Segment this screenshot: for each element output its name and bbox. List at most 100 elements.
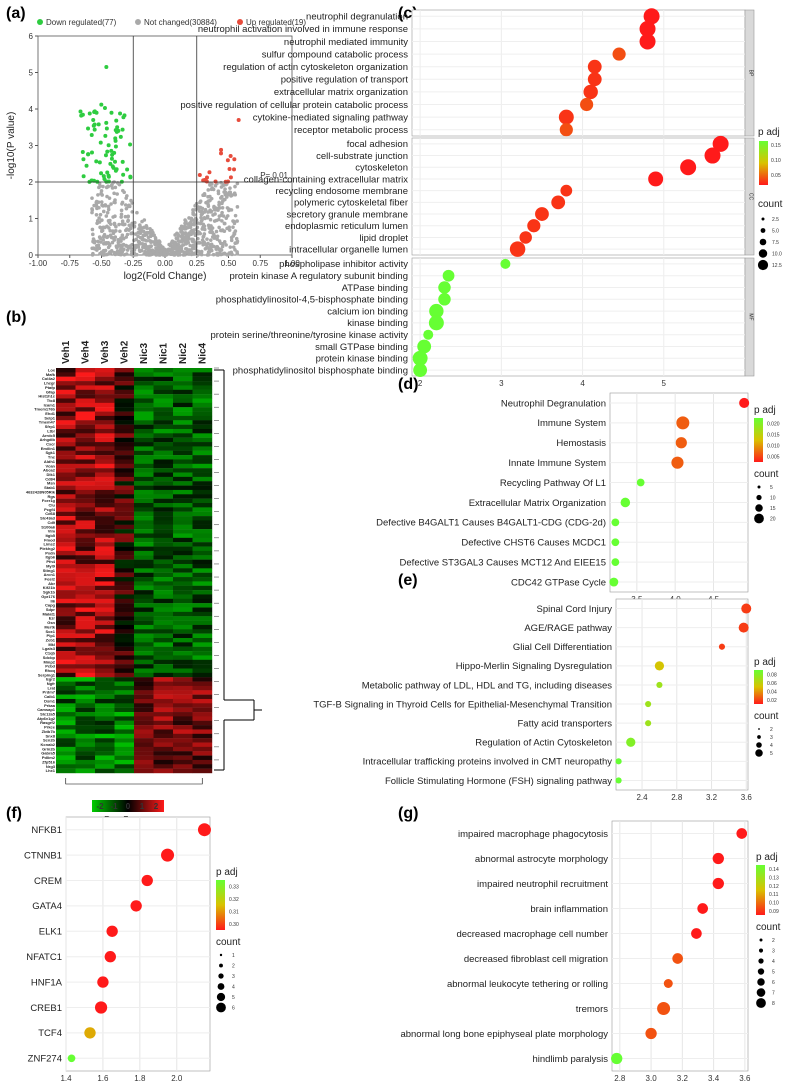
legend-padj-tick: 0.09: [769, 909, 779, 915]
point-down: [97, 160, 102, 165]
point-not-changed: [191, 237, 195, 242]
heatmap-cell: [153, 729, 174, 735]
legend-padj-tick: 0.11: [769, 892, 779, 898]
point-down: [94, 159, 99, 164]
heatmap-cell: [95, 485, 115, 491]
heatmap-cell: [173, 690, 193, 695]
heatmap-row-label: Lox: [48, 367, 56, 372]
heatmap-cell: [134, 433, 154, 438]
point-down: [113, 168, 118, 173]
point-not-changed: [201, 235, 206, 239]
heatmap-cell: [192, 503, 213, 508]
heatmap-cell: [153, 398, 174, 404]
heatmap-row-label: Grin2b: [42, 746, 55, 751]
dot: [423, 329, 434, 340]
point-down: [105, 170, 110, 175]
point-not-changed: [96, 193, 100, 197]
heatmap-row-label: Zbtb7b: [42, 729, 56, 734]
point-not-changed: [97, 185, 101, 190]
heatmap-cell: [134, 472, 154, 478]
heatmap-row-label: Il6: [51, 598, 56, 603]
heatmap-cell: [75, 389, 96, 395]
legend-count-tick: 10.0: [772, 252, 782, 258]
point-not-changed: [106, 207, 111, 212]
panel-label-f: (f): [6, 805, 22, 822]
heatmap-cell: [153, 759, 174, 765]
heatmap-cell: [114, 712, 135, 717]
term-label: endoplasmic reticulum lumen: [285, 221, 408, 232]
heatmap-cell: [192, 572, 213, 578]
heatmap-cell: [95, 550, 115, 556]
heatmap-cell: [173, 764, 193, 769]
heatmap-cell: [173, 642, 193, 647]
heatmap-cell: [192, 411, 213, 417]
heatmap-cell: [95, 402, 115, 408]
heatmap-cell: [134, 420, 154, 425]
heatmap-cell: [173, 498, 193, 504]
facet-strip-label: CC: [748, 193, 754, 201]
heatmap-row-label: Lhx1: [46, 768, 56, 773]
x-tick-label: 2.8: [614, 1074, 626, 1082]
heatmap-cell: [173, 472, 193, 478]
heatmap-cell: [153, 407, 174, 412]
point-not-changed: [97, 216, 101, 220]
heatmap-row-label: Hist1h1c: [38, 394, 55, 399]
heatmap-cell: [192, 520, 213, 525]
y-tick-label: 1: [29, 215, 34, 224]
legend-count-tick: 5: [232, 995, 235, 1001]
dot: [636, 478, 645, 487]
point-down: [99, 102, 104, 107]
heatmap-cell: [114, 550, 135, 556]
heatmap-cell: [56, 459, 76, 465]
point-not-changed: [202, 210, 207, 214]
point-not-changed: [90, 227, 95, 232]
heatmap-cell: [114, 764, 135, 769]
heatmap-cell: [56, 537, 76, 543]
heatmap-cell: [134, 594, 154, 600]
heatmap-cell: [95, 415, 115, 421]
heatmap-row-label: Pxdn: [45, 550, 55, 555]
point-down: [122, 113, 127, 118]
heatmap-cell: [153, 385, 174, 390]
x-tick-label: -0.50: [92, 259, 111, 268]
dot: [656, 681, 663, 689]
heatmap-cell: [134, 407, 154, 412]
heatmap-cell: [95, 685, 115, 691]
heatmap-cell: [192, 720, 213, 726]
heatmap-row-label: Vim: [48, 529, 56, 534]
heatmap-cell: [173, 755, 193, 761]
legend-count-marker: [758, 249, 768, 258]
heatmap-row-label: Serping1: [38, 672, 56, 677]
point-down: [109, 148, 114, 153]
legend-count-tick: 4: [770, 743, 773, 749]
point-not-changed: [144, 252, 149, 257]
heatmap-cell: [114, 707, 135, 713]
legend-count-marker: [759, 938, 763, 942]
heatmap-cell: [153, 415, 174, 421]
heatmap-cell: [173, 381, 193, 386]
heatmap-cell: [75, 529, 96, 534]
heatmap-cell: [173, 446, 193, 451]
point-not-changed: [149, 251, 153, 255]
heatmap-cell: [134, 372, 154, 377]
legend-count-marker: [761, 217, 765, 221]
point-not-changed: [119, 212, 124, 217]
heatmap-cell: [153, 712, 174, 717]
heatmap-cell: [153, 668, 174, 674]
point-not-changed: [102, 232, 107, 237]
heatmap-cell: [192, 624, 213, 630]
legend-count-tick: 2: [770, 727, 773, 733]
heatmap-cell: [95, 389, 115, 395]
x-tick-label: -0.75: [61, 259, 80, 268]
heatmap-row-label: Itgb5: [45, 533, 55, 538]
point-not-changed: [97, 246, 102, 251]
dot: [675, 437, 687, 449]
heatmap-cell: [153, 764, 174, 769]
heatmap-cell: [173, 563, 193, 569]
point-not-changed: [224, 243, 228, 247]
point-not-changed: [217, 203, 221, 207]
term-label: CREM: [34, 876, 62, 887]
point-not-changed: [108, 228, 112, 233]
dot: [738, 622, 749, 633]
heatmap-cell: [95, 607, 115, 613]
